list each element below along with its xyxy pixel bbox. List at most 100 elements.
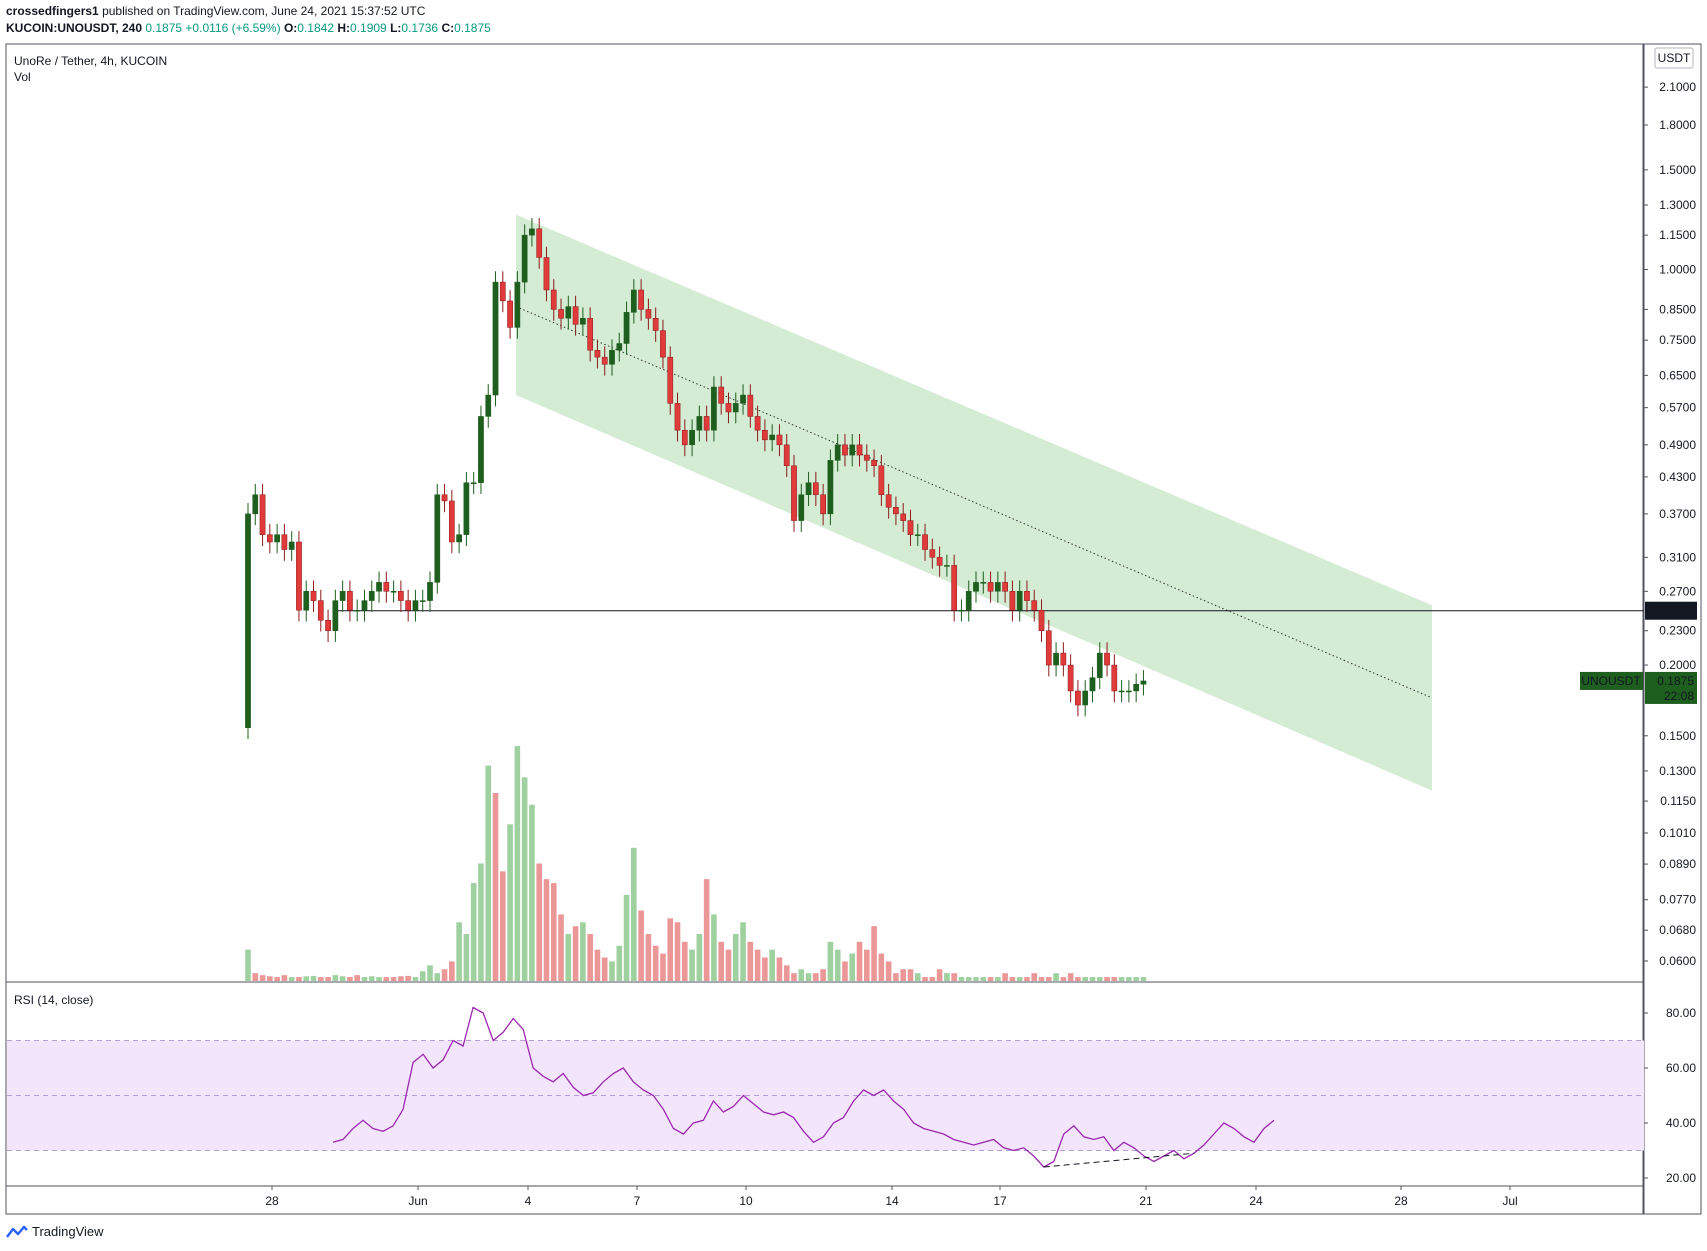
open-label: O:: [283, 21, 298, 35]
descending-channel: [516, 214, 1432, 791]
candle-body: [390, 591, 397, 593]
time-tick-label: 14: [885, 1194, 899, 1208]
candle-body: [456, 534, 462, 543]
candle-body: [499, 281, 506, 302]
candle-body: [303, 591, 310, 611]
candle-body: [711, 386, 717, 431]
candle-body: [740, 394, 746, 404]
volume-bar: [580, 922, 586, 981]
candle-body: [958, 609, 965, 612]
candle-body: [434, 494, 441, 583]
volume-bar: [769, 949, 775, 981]
candle-body: [1118, 690, 1125, 693]
candle-body: [1140, 680, 1147, 685]
candle-body: [696, 416, 703, 431]
volume-bar: [492, 793, 499, 981]
candle-body: [1002, 582, 1008, 592]
tradingview-logo-icon: [6, 1225, 28, 1238]
price-tick-label: 0.1010: [1659, 826, 1696, 840]
volume-bar: [1016, 977, 1023, 981]
candle-body: [354, 609, 361, 612]
candle-body: [419, 600, 426, 602]
volume-bar: [1133, 977, 1139, 981]
price-tick-label: 2.1000: [1659, 80, 1696, 94]
volume-bar: [427, 965, 433, 981]
candle-body: [630, 289, 637, 313]
volume-bar: [834, 949, 841, 981]
candle-body: [1126, 690, 1132, 693]
support-line-label: 0.2495: [1657, 604, 1694, 618]
volume-bar: [682, 941, 688, 981]
unit-box: [1654, 47, 1694, 69]
volume-bar: [907, 969, 914, 981]
candle-body: [368, 591, 375, 601]
candle-body: [973, 582, 979, 592]
volume-bar: [463, 934, 470, 981]
volume-bar: [791, 973, 797, 981]
candle-body: [718, 386, 725, 404]
candle-body: [863, 454, 870, 461]
volume-bar: [609, 961, 615, 981]
change-value: +0.0116 (+6.59%): [185, 21, 281, 35]
volume-bar: [623, 894, 630, 981]
volume-bar: [1096, 977, 1103, 981]
price-tick-label: 0.0770: [1659, 893, 1696, 907]
volume-bar: [674, 922, 681, 981]
candle-body: [1089, 677, 1096, 692]
volume-bar: [1126, 977, 1132, 981]
volume-bar: [318, 977, 324, 981]
candle-body: [470, 482, 477, 484]
volume-bar: [434, 973, 441, 981]
last-price-tag: [1645, 671, 1697, 704]
time-tick-label: 24: [1249, 1194, 1263, 1208]
candle-body: [805, 482, 812, 495]
volume-bar: [449, 961, 455, 981]
volume-legend: Vol: [14, 70, 31, 84]
volume-bar: [594, 949, 601, 981]
volume-bar: [798, 969, 805, 981]
volume-bar: [914, 973, 921, 981]
volume-bar: [521, 777, 528, 981]
candle-body: [798, 494, 805, 521]
candle-body: [266, 534, 273, 543]
last-symbol-label: UNOUSDT: [1581, 674, 1641, 688]
volume-bar: [245, 949, 251, 981]
price-tick-label: 0.3100: [1659, 550, 1696, 564]
candle-body: [667, 356, 674, 404]
price-legend: UnoRe / Tether, 4h, KUCOIN: [14, 54, 167, 68]
candle-body: [747, 394, 754, 417]
volume-bar: [740, 922, 746, 981]
volume-bar: [1089, 977, 1096, 981]
candle-body: [980, 582, 987, 584]
price-tick-label: 0.8500: [1659, 302, 1696, 316]
candle-body: [478, 416, 484, 483]
volume-bar: [1002, 973, 1008, 981]
volume-bar: [383, 977, 390, 981]
candle-body: [1016, 591, 1023, 611]
candle-body: [245, 513, 251, 728]
candle-body: [601, 356, 608, 365]
rsi-line: [332, 1006, 1275, 1168]
last-price-label: 0.1875: [1657, 674, 1694, 688]
volume-bar: [900, 969, 906, 981]
time-tick-label: 10: [739, 1194, 753, 1208]
candle-body: [536, 228, 543, 258]
candle-body: [310, 591, 317, 601]
candle-body: [448, 500, 455, 543]
candle-body: [558, 309, 564, 319]
volume-bar: [871, 926, 877, 981]
candle-body: [529, 228, 535, 236]
volume-bar: [470, 883, 477, 981]
price-tick-label: 0.2300: [1659, 624, 1696, 638]
candle-body: [681, 429, 688, 446]
last-symbol-tag: [1580, 671, 1643, 690]
candle-body: [703, 416, 710, 431]
volume-bar: [732, 934, 739, 981]
support-line-tag: [1645, 601, 1697, 620]
candle-body: [776, 434, 783, 446]
volume-bar: [885, 961, 892, 981]
volume-bar: [601, 957, 608, 981]
candle-body: [1096, 652, 1103, 678]
chart-frame: [5, 43, 1644, 1215]
